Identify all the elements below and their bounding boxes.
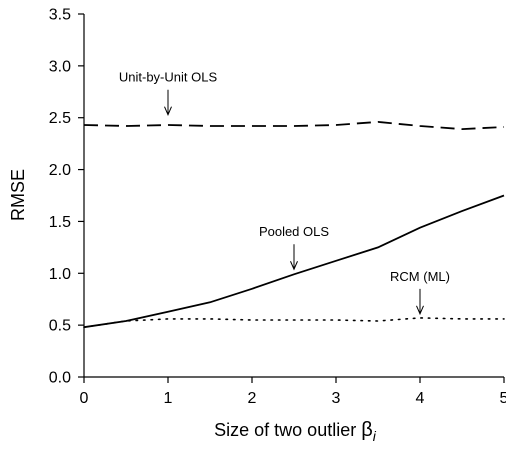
annotation-text: Pooled OLS [259,224,329,239]
axes: 0.0 0.5 1.0 1.5 2.0 2.5 3.0 3.5 0 1 2 3 4 5 [49,7,506,408]
y-axis-ticks: 0.0 0.5 1.0 1.5 2.0 2.5 3.0 3.5 [49,7,84,387]
x-tick-label: 4 [416,390,425,407]
series-line-unit-by-unit-ols [83,120,505,131]
series-line-pooled-ols [83,194,505,329]
x-tick-label: 2 [248,390,257,407]
y-tick-label: 2.0 [49,162,71,179]
y-tick-label: 1.5 [49,214,71,231]
annotation: Pooled OLS [259,224,329,271]
x-tick-label: 3 [332,390,341,407]
annotation: Unit-by-Unit OLS [119,70,218,116]
x-tick-label: 5 [500,390,506,407]
annotation-arrowhead [290,261,298,271]
x-tick-label: 1 [164,390,173,407]
x-axis-label-text: Size of two outlier [214,420,361,440]
x-axis-label-subscript: i [373,428,377,444]
y-tick-label: 0.0 [49,370,71,387]
series-line-rcm-ml [83,317,505,329]
y-tick-label: 3.5 [49,7,71,24]
y-tick-label: 3.0 [49,58,71,75]
x-axis-ticks: 0 1 2 3 4 5 [80,377,506,407]
y-tick-label: 0.5 [49,318,71,335]
y-axis-label: RMSE [8,169,28,221]
y-tick-label: 1.0 [49,266,71,283]
annotation-arrowhead [164,106,172,116]
x-axis-label: Size of two outlier βi [214,419,377,444]
series-layer [83,120,505,329]
annotation-text: Unit-by-Unit OLS [119,70,218,85]
annotation: RCM (ML) [390,269,450,316]
x-tick-label: 0 [80,390,89,407]
annotation-arrowhead [416,305,424,316]
y-tick-label: 2.5 [49,110,71,127]
annotation-text: RCM (ML) [390,269,450,284]
x-axis-label-beta: β [361,419,373,441]
annotations: Unit-by-Unit OLS Pooled OLS RCM (ML) [119,70,450,316]
